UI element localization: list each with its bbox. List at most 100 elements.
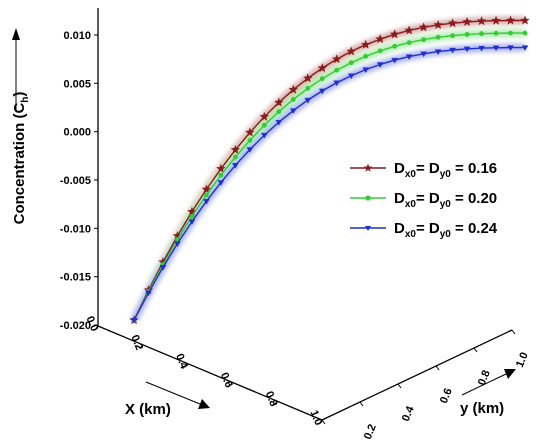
data-point <box>318 88 326 95</box>
x-tick-mark <box>318 419 323 425</box>
data-point <box>245 127 255 137</box>
data-point <box>406 40 412 45</box>
y-tick-mark <box>397 383 402 389</box>
data-point <box>462 16 472 27</box>
data-point <box>259 111 270 121</box>
data-point <box>405 54 413 60</box>
legend-label: Dx0= Dy0 = 0.24 <box>394 220 498 240</box>
series-line-0.20 <box>133 32 525 321</box>
x-tick-label: 0.8 <box>263 390 280 409</box>
data-point <box>375 34 385 44</box>
y-tick-label: 0.2 <box>362 423 379 441</box>
data-point <box>247 137 253 143</box>
x-tick-label: 0.4 <box>173 352 190 371</box>
data-point <box>348 60 354 66</box>
data-point <box>520 15 530 25</box>
data-point <box>418 22 429 32</box>
y-tick-mark <box>321 419 326 425</box>
z-tick-label: -0.005 <box>60 175 91 187</box>
data-point <box>360 39 371 49</box>
legend-marker <box>363 163 373 172</box>
data-point <box>203 199 210 205</box>
data-point <box>507 45 514 51</box>
data-point <box>389 29 400 39</box>
data-point <box>392 43 398 49</box>
x-tick-mark <box>94 325 99 331</box>
data-point <box>505 15 516 25</box>
y-arrow-head <box>504 369 516 379</box>
y-tick-mark <box>511 329 516 335</box>
y-tick-mark <box>435 365 440 371</box>
x-axis-label: X (km) <box>125 401 171 418</box>
data-point <box>435 34 441 40</box>
z-axis-label-sub: h <box>20 97 31 103</box>
data-point <box>232 154 238 160</box>
y-axis-label: y (km) <box>460 400 504 417</box>
legend-label: Dx0= Dy0 = 0.20 <box>394 190 497 210</box>
y-axis-line <box>321 329 513 421</box>
data-point <box>218 172 224 178</box>
y-tick-label: 0.4 <box>400 404 417 423</box>
data-point <box>362 67 370 74</box>
data-point <box>145 290 152 297</box>
axes: 0.0100.0050.000-0.005-0.010-0.015-0.0200… <box>12 8 531 441</box>
data-point <box>346 46 357 56</box>
data-point <box>491 15 501 25</box>
data-point <box>216 163 226 173</box>
data-point <box>230 144 241 154</box>
x-tick-mark <box>273 400 278 406</box>
data-point <box>288 84 299 94</box>
x-tick-label: 0.2 <box>128 333 145 352</box>
z-tick-label: 0.000 <box>63 127 91 139</box>
data-point <box>464 32 470 37</box>
data-point <box>376 62 384 68</box>
series-line-0.16 <box>133 19 525 321</box>
x-axis-line <box>97 325 323 421</box>
z-tick-label: 0.010 <box>63 30 91 42</box>
data-point <box>204 192 209 198</box>
data-point <box>463 46 471 53</box>
x-tick-label: 1.0 <box>307 408 324 427</box>
data-point <box>333 80 341 87</box>
x-tick-mark <box>139 344 144 350</box>
data-point <box>305 86 311 91</box>
data-point <box>450 33 455 39</box>
legend: Dx0= Dy0 = 0.16 Dx0= Dy0 = 0.20 Dx0= Dy0 =… <box>350 160 498 240</box>
data-point <box>433 19 443 30</box>
data-point <box>492 45 500 52</box>
x-arrow-head <box>198 399 210 409</box>
data-point <box>188 219 196 225</box>
x-arrow-line <box>145 381 201 405</box>
data-point <box>493 30 499 36</box>
data-point <box>260 132 268 139</box>
legend-label: Dx0= Dy0 = 0.16 <box>394 160 497 180</box>
z-tick-label: -0.010 <box>60 223 91 235</box>
data-point <box>130 317 138 324</box>
data-point <box>276 109 282 115</box>
data-point <box>363 53 369 59</box>
y-tick-mark <box>473 347 478 353</box>
data-point <box>421 37 427 43</box>
data-point <box>261 122 267 128</box>
x-tick-label: 0.0 <box>83 314 100 333</box>
data-point <box>189 213 195 219</box>
z-tick-label: -0.015 <box>60 272 91 284</box>
z-tick-label: -0.020 <box>60 320 91 332</box>
data-point <box>447 18 458 28</box>
data-point <box>434 49 442 55</box>
data-point <box>377 48 383 54</box>
data-point <box>246 147 254 153</box>
data-point <box>508 30 513 36</box>
data-point <box>331 54 342 64</box>
data-point <box>476 16 487 26</box>
data-point <box>217 180 225 186</box>
data-point <box>449 47 456 54</box>
data-point <box>391 57 399 64</box>
x-tick-label: 0.6 <box>218 371 235 390</box>
legend-marker <box>365 226 371 231</box>
data-point <box>289 108 297 114</box>
data-point <box>522 30 528 36</box>
data-point <box>174 241 181 247</box>
data-point <box>275 120 283 126</box>
